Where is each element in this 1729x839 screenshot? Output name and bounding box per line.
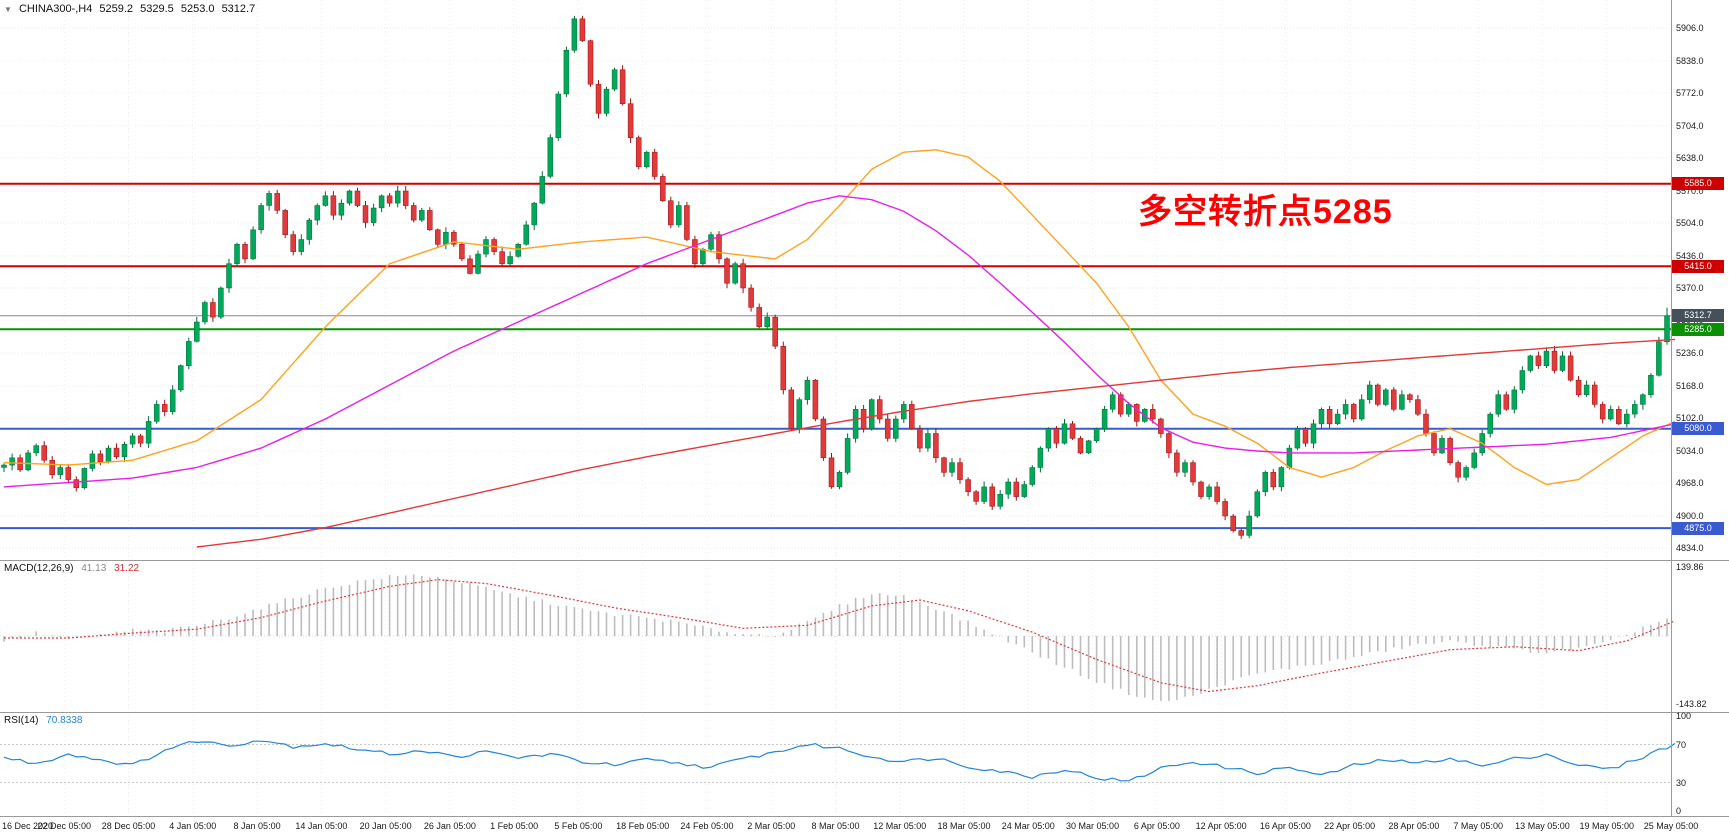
price-axis-label: 4834.0 (1676, 542, 1704, 553)
macd-layer (0, 574, 1676, 701)
rsi-value: 70.8338 (46, 715, 83, 726)
ohlc-low: 5253.0 (180, 3, 215, 15)
macd-axis-min: -143.82 (1676, 699, 1707, 709)
macd-name: MACD(12,26,9) (4, 563, 74, 574)
price-level-badge: 5080.0 (1672, 422, 1724, 436)
panel-separators (0, 560, 1729, 817)
date-axis-label: 25 May 05:00 (1643, 821, 1699, 831)
date-axis-label: 22 Apr 05:00 (1324, 821, 1376, 831)
date-axis-label: 24 Mar 05:00 (1001, 821, 1055, 831)
symbol-name: CHINA300-,H4 (18, 3, 93, 15)
ohlc-header: ▼ CHINA300-,H4 5259.2 5329.5 5253.0 5312… (4, 3, 259, 15)
moving-averages-layer (3, 149, 1676, 548)
price-axis-label: 5638.0 (1676, 152, 1704, 163)
current-price-badge: 5312.7 (1672, 309, 1724, 323)
price-level-badge: 5285.0 (1672, 322, 1724, 336)
macd-axis-max: 139.86 (1676, 562, 1704, 572)
date-axis-label: 6 Apr 05:00 (1133, 821, 1180, 831)
date-axis-label: 24 Feb 05:00 (680, 821, 734, 831)
rsi-indicator-label: RSI(14) 70.8338 (4, 715, 82, 726)
date-axis-label: 30 Mar 05:00 (1066, 821, 1120, 831)
date-axis-label: 20 Jan 05:00 (359, 821, 412, 831)
macd-signal-value: 31.22 (114, 563, 140, 574)
date-axis-label: 18 Mar 05:00 (937, 821, 991, 831)
price-axis-label: 4968.0 (1676, 477, 1704, 488)
horizontal-lines-layer[interactable] (0, 182, 1671, 530)
rsi-name: RSI(14) (4, 715, 39, 726)
rsi-axis-label: 70 (1676, 739, 1687, 750)
price-axis-label: 5034.0 (1676, 445, 1704, 456)
price-level-badge: 4875.0 (1672, 521, 1724, 535)
date-axis-label: 28 Apr 05:00 (1388, 821, 1440, 831)
price-axis-label: 5838.0 (1676, 55, 1704, 66)
date-axis-label: 4 Jan 05:00 (169, 821, 217, 831)
rsi-axis-label: 30 (1676, 777, 1687, 788)
date-axis-label: 8 Jan 05:00 (233, 821, 281, 831)
date-axis-label: 12 Apr 05:00 (1195, 821, 1247, 831)
price-level-badge: 5585.0 (1672, 177, 1724, 191)
date-axis-label: 12 Mar 05:00 (873, 821, 927, 831)
price-axis-label: 5436.0 (1676, 250, 1704, 261)
date-axis-label: 14 Jan 05:00 (295, 821, 348, 831)
date-axis-label: 28 Dec 05:00 (101, 821, 156, 831)
date-axis-label: 22 Dec 05:00 (37, 821, 92, 831)
symbol-marker-icon: ▼ (4, 4, 12, 14)
price-axis-label: 5772.0 (1676, 87, 1704, 98)
chart-annotation-text[interactable]: 多空转折点5285 (1138, 193, 1393, 231)
price-axis-label: 4900.0 (1676, 510, 1704, 521)
date-axis-label: 18 Feb 05:00 (616, 821, 670, 831)
date-axis-label: 1 Feb 05:00 (490, 821, 539, 831)
date-axis-label: 8 Mar 05:00 (811, 821, 860, 831)
price-level-badge: 5415.0 (1672, 259, 1724, 273)
price-axis-label: 5504.0 (1676, 217, 1704, 228)
price-axis-label: 5704.0 (1676, 120, 1704, 131)
date-axis-label: 19 May 05:00 (1579, 821, 1634, 831)
macd-main-value: 41.13 (81, 563, 107, 574)
rsi-axis-label: 100 (1676, 711, 1692, 721)
price-axis-label: 5168.0 (1676, 380, 1704, 391)
date-axis-label: 26 Jan 05:00 (423, 821, 476, 831)
ohlc-open: 5259.2 (99, 3, 134, 15)
price-axis-label: 5236.0 (1676, 347, 1704, 358)
date-axis-label: 2 Mar 05:00 (747, 821, 796, 831)
rsi-axis-label: 0 (1676, 806, 1682, 816)
ohlc-high: 5329.5 (140, 3, 174, 15)
macd-indicator-label: MACD(12,26,9) 41.13 31.22 (4, 563, 139, 574)
price-axis-label: 5102.0 (1676, 412, 1704, 423)
rsi-layer (0, 740, 1676, 783)
date-axis-label: 16 Dec 2020 (2, 821, 54, 831)
price-axis-separator (1671, 0, 1672, 816)
date-axis-label: 5 Feb 05:00 (554, 821, 603, 831)
price-axis-label: 5906.0 (1676, 23, 1704, 33)
date-axis-label: 7 May 05:00 (1453, 821, 1503, 831)
price-axis-label: 5570.0 (1676, 185, 1704, 196)
date-axis-label: 13 May 05:00 (1515, 821, 1570, 831)
ohlc-close: 5312.7 (221, 3, 256, 15)
date-axis-label: 16 Apr 05:00 (1259, 821, 1311, 831)
price-axis-label: 5370.0 (1676, 282, 1704, 293)
